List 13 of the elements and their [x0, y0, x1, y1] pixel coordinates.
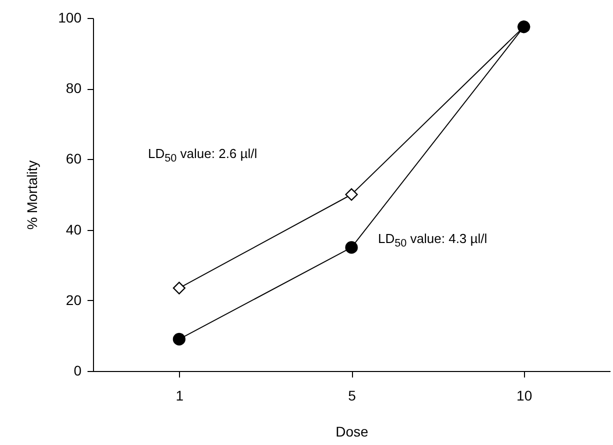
annotation: LD$_{50}$ value: 2.6 µl/l: [148, 146, 258, 165]
y-tick-label: 80: [66, 80, 82, 96]
y-tick-label: 40: [66, 221, 82, 238]
annotation: LD$_{50}$ value: 4.3 µl/l: [378, 231, 488, 250]
y-tick-label: 0: [74, 362, 82, 378]
x-tick-label: 1: [176, 388, 184, 404]
y-tick-label: 60: [66, 150, 82, 167]
x-tick-label: 5: [348, 388, 356, 404]
y-tick-label: 100: [58, 10, 82, 26]
y-tick-label: 20: [66, 292, 82, 308]
y-axis-title: % Mortality: [24, 160, 40, 230]
x-axis-title: Dose: [336, 424, 369, 440]
x-tick-label: 10: [516, 388, 532, 404]
